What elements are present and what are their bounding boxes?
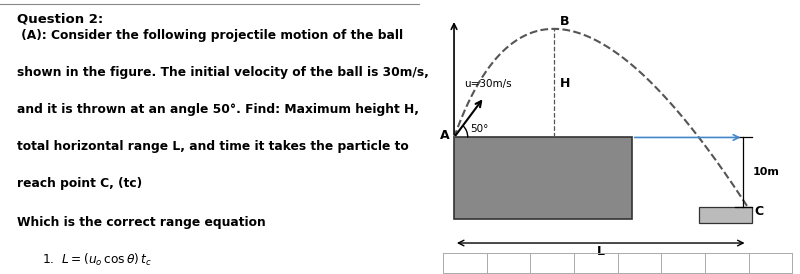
Bar [699, 207, 751, 223]
Bar [454, 138, 632, 219]
Text: 50°: 50° [470, 124, 489, 134]
Text: A: A [439, 129, 449, 142]
Text: total horizontal range L, and time it takes the particle to: total horizontal range L, and time it ta… [17, 140, 409, 153]
Text: reach point C, (tc): reach point C, (tc) [17, 177, 142, 190]
Text: Which is the correct range equation: Which is the correct range equation [17, 216, 266, 229]
Text: Question 2:: Question 2: [17, 12, 103, 25]
Text: and it is thrown at an angle 50°. Find: Maximum height H,: and it is thrown at an angle 50°. Find: … [17, 103, 419, 116]
Text: shown in the figure. The initial velocity of the ball is 30m/s,: shown in the figure. The initial velocit… [17, 66, 429, 79]
Text: H: H [559, 77, 570, 90]
Text: (A): Consider the following projectile motion of the ball: (A): Consider the following projectile m… [17, 29, 403, 42]
Text: B: B [559, 15, 569, 28]
Text: u=30m/s: u=30m/s [465, 79, 512, 89]
Text: 10m: 10m [753, 167, 780, 177]
Text: L: L [597, 245, 605, 258]
Text: C: C [754, 205, 763, 218]
Text: 1.  $L = (u_o\,\cos\theta)\, t_c$: 1. $L = (u_o\,\cos\theta)\, t_c$ [42, 252, 152, 268]
